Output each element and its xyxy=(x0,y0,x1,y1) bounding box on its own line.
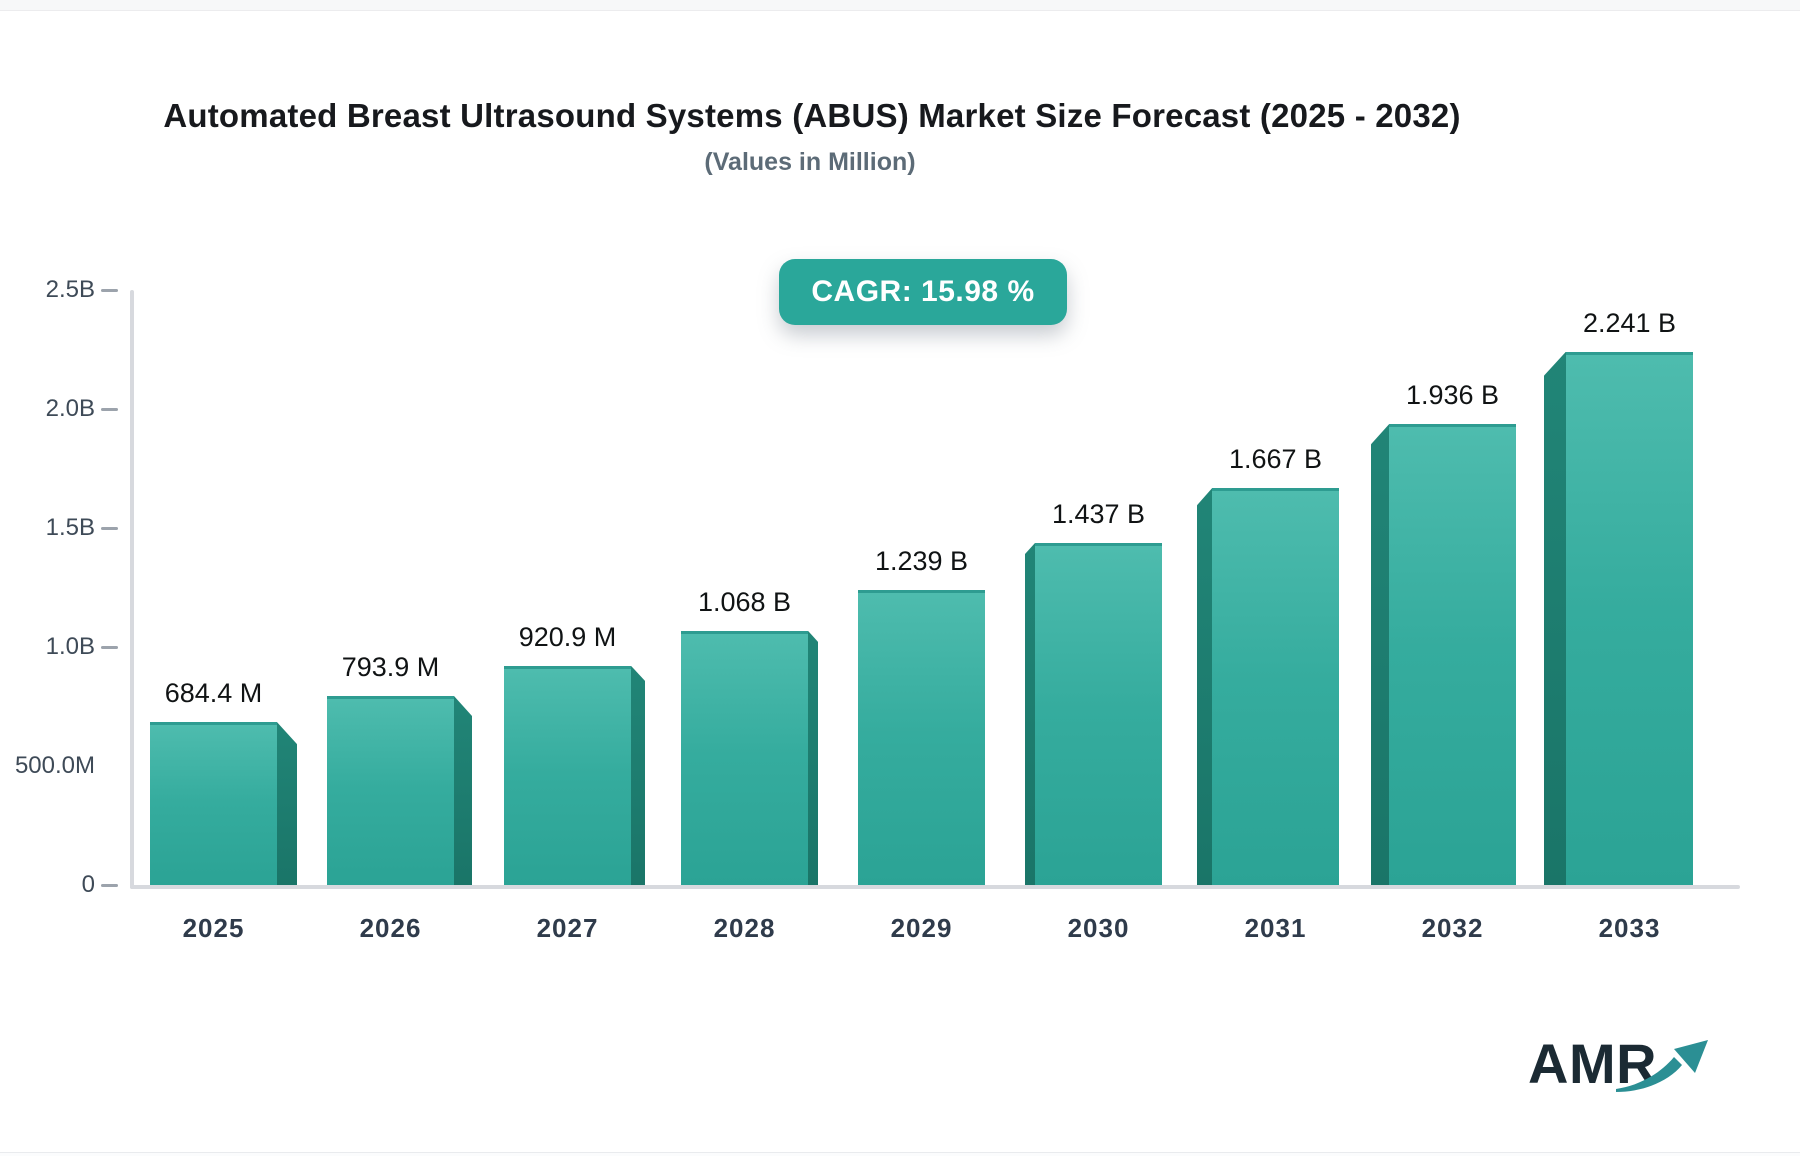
amr-logo-arrow-icon xyxy=(1616,1040,1708,1092)
cagr-badge-label: CAGR: 15.98 % xyxy=(811,275,1035,308)
bar xyxy=(681,630,808,885)
chart-title: Automated Breast Ultrasound Systems (ABU… xyxy=(163,97,1461,134)
y-tick-label: 2.5B xyxy=(45,276,95,303)
amr-logo: AMR xyxy=(1528,1034,1713,1106)
bar xyxy=(1212,488,1339,885)
bar xyxy=(504,665,631,885)
bar-side-face xyxy=(1371,424,1389,885)
x-tick-label: 2033 xyxy=(1598,913,1661,943)
y-tick-label: 1.0B xyxy=(45,633,95,660)
bar xyxy=(327,696,454,885)
y-tick-label: 1.5B xyxy=(45,514,95,541)
amr-logo-text: AMR xyxy=(1528,1032,1658,1095)
bar-value-label: 920.9 M xyxy=(518,621,617,652)
x-tick-label: 2032 xyxy=(1421,913,1484,943)
bar-value-label: 1.437 B xyxy=(1051,498,1146,529)
bar-value-label: 1.239 B xyxy=(874,546,969,577)
cagr-badge: CAGR: 15.98 % xyxy=(779,259,1067,325)
bar xyxy=(858,590,985,885)
x-tick-label: 2028 xyxy=(713,913,776,943)
x-tick-label: 2029 xyxy=(890,913,953,943)
x-tick-label: 2026 xyxy=(359,913,422,943)
bar xyxy=(1389,424,1516,885)
y-tick-dash xyxy=(101,408,118,411)
y-tick-dash xyxy=(101,884,118,887)
bar-value-label: 793.9 M xyxy=(341,652,440,683)
y-tick-label: 500.0M xyxy=(14,752,95,779)
bar-side-face xyxy=(1197,488,1212,885)
y-tick-dash xyxy=(101,527,118,530)
x-tick-label: 2031 xyxy=(1244,913,1307,943)
bar xyxy=(1566,351,1693,885)
bar-side-face xyxy=(1544,351,1566,885)
bar-side-face xyxy=(631,665,645,885)
y-tick-dash xyxy=(101,646,118,649)
chart-subtitle: (Values in Million) xyxy=(704,148,916,176)
x-axis-line xyxy=(130,885,1740,889)
y-tick-label: 0 xyxy=(81,871,95,898)
x-tick-label: 2025 xyxy=(182,913,245,943)
x-tick-label: 2030 xyxy=(1067,913,1130,943)
bar xyxy=(1035,542,1162,885)
y-tick-label: 2.0B xyxy=(45,395,95,422)
bar xyxy=(150,722,277,885)
x-tick-label: 2027 xyxy=(536,913,599,943)
bar-side-face xyxy=(808,630,818,885)
bar-side-face xyxy=(277,722,297,885)
bar-value-label: 1.936 B xyxy=(1405,380,1500,411)
bar-value-label: 1.667 B xyxy=(1228,444,1323,475)
bar-value-label: 684.4 M xyxy=(164,678,263,709)
bar-side-face xyxy=(1025,542,1035,885)
bar-value-label: 1.068 B xyxy=(697,586,792,617)
card-bottom-edge xyxy=(0,1152,1800,1156)
bar-side-face xyxy=(454,696,472,885)
card-top-edge xyxy=(0,0,1800,11)
y-tick-dash xyxy=(101,289,118,292)
bar-value-label: 2.241 B xyxy=(1582,307,1677,338)
y-axis-line xyxy=(130,290,134,889)
